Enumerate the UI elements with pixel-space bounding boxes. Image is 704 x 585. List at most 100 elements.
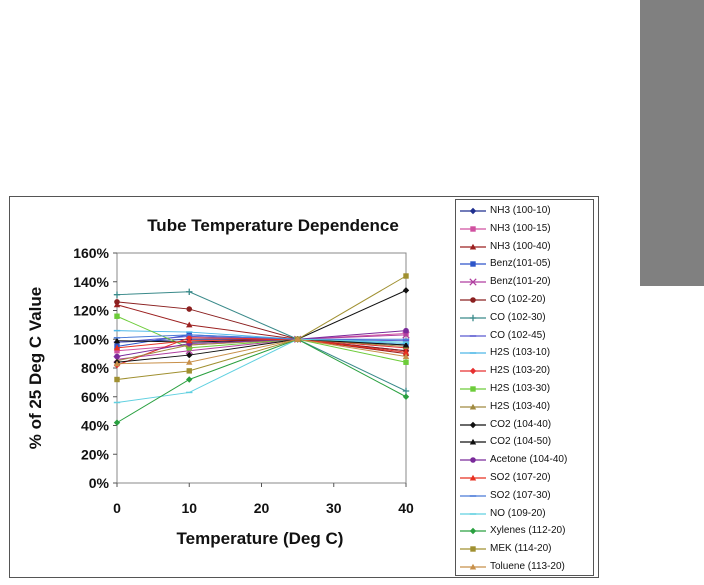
series-line bbox=[116, 330, 407, 345]
legend-item: Toluene (113-20) bbox=[458, 558, 593, 576]
data-point bbox=[186, 345, 192, 351]
legend-label: CO2 (104-40) bbox=[490, 418, 552, 430]
legend-label: H2S (103-10) bbox=[490, 347, 551, 359]
data-point bbox=[402, 353, 410, 360]
legend-item: NH3 (100-10) bbox=[458, 202, 593, 220]
legend-swatch bbox=[460, 367, 486, 375]
y-tick-label: 140% bbox=[73, 274, 109, 290]
series-line bbox=[116, 330, 407, 357]
legend-swatch bbox=[460, 243, 486, 250]
series-19 bbox=[114, 273, 409, 383]
data-point bbox=[186, 288, 193, 296]
y-tick-label: 120% bbox=[73, 303, 109, 319]
legend-label: Toluene (113-20) bbox=[490, 561, 565, 572]
legend-item: NH3 (100-15) bbox=[458, 220, 593, 238]
legend-label: NH3 (100-15) bbox=[490, 222, 551, 234]
legend-item: NH3 (100-40) bbox=[458, 238, 593, 256]
series-line bbox=[116, 304, 407, 355]
legend-label: H2S (103-20) bbox=[490, 365, 551, 377]
x-tick-label: 10 bbox=[181, 500, 197, 516]
series-line bbox=[116, 338, 407, 353]
legend-swatch bbox=[460, 226, 486, 232]
series-line bbox=[116, 334, 407, 360]
data-point bbox=[114, 313, 120, 319]
data-point bbox=[113, 360, 121, 367]
data-point bbox=[403, 273, 409, 279]
data-point bbox=[114, 376, 120, 383]
legend-label: CO (102-20) bbox=[490, 294, 546, 305]
legend-marker bbox=[469, 278, 477, 286]
data-point bbox=[114, 348, 120, 354]
legend-marker bbox=[469, 439, 477, 445]
legend-swatch bbox=[460, 563, 486, 570]
legend-swatch bbox=[460, 495, 486, 497]
legend-label: Benz(101-20) bbox=[490, 276, 551, 288]
y-axis-label: % of 25 Deg C Value bbox=[26, 287, 45, 450]
series-18 bbox=[113, 336, 410, 426]
y-tick-label: 160% bbox=[73, 245, 109, 261]
legend-swatch bbox=[460, 512, 486, 515]
data-point bbox=[294, 336, 301, 342]
data-point bbox=[114, 353, 120, 360]
data-point bbox=[402, 331, 410, 339]
data-point bbox=[402, 341, 410, 348]
legend-label: H2S (103-40) bbox=[490, 400, 551, 412]
legend-swatch bbox=[460, 261, 486, 268]
legend-marker bbox=[469, 403, 477, 410]
legend-swatch bbox=[460, 278, 486, 286]
legend-item: H2S (103-20) bbox=[458, 362, 593, 380]
legend-item: MEK (114-20) bbox=[458, 540, 593, 558]
legend-swatch bbox=[460, 297, 486, 303]
legend-item: CO (102-20) bbox=[458, 291, 593, 309]
y-tick-label: 40% bbox=[81, 418, 110, 434]
side-panel-tab bbox=[640, 0, 704, 286]
legend-item: CO (102-45) bbox=[458, 327, 593, 345]
legend-swatch bbox=[460, 457, 486, 463]
legend-item: H2S (103-10) bbox=[458, 344, 593, 362]
legend-swatch bbox=[460, 314, 486, 321]
x-tick-label: 20 bbox=[254, 500, 270, 516]
legend-marker bbox=[470, 261, 476, 268]
legend-item: Acetone (104-40) bbox=[458, 451, 593, 469]
legend-label: Benz(101-05) bbox=[490, 258, 551, 270]
data-point bbox=[402, 393, 410, 400]
series-line bbox=[116, 335, 407, 343]
legend-marker bbox=[470, 297, 476, 303]
data-point bbox=[113, 344, 121, 351]
series-line bbox=[116, 291, 407, 392]
data-point bbox=[186, 376, 193, 383]
legend-swatch bbox=[460, 528, 486, 535]
series-line bbox=[116, 338, 407, 346]
legend-item: CO2 (104-40) bbox=[458, 416, 593, 434]
chart-title: Tube Temperature Dependence bbox=[147, 216, 399, 235]
legend-label: SO2 (107-30) bbox=[490, 489, 551, 501]
legend-swatch bbox=[460, 352, 486, 355]
data-point bbox=[186, 321, 193, 328]
legend-marker bbox=[469, 528, 477, 535]
series-20 bbox=[113, 336, 410, 367]
series-line bbox=[116, 275, 407, 380]
legend-item: NO (109-20) bbox=[458, 505, 593, 523]
legend-marker bbox=[470, 386, 476, 392]
data-point bbox=[113, 337, 121, 344]
data-point bbox=[403, 359, 409, 365]
legend-marker bbox=[470, 226, 476, 232]
series-line bbox=[116, 338, 407, 365]
legend-label: NH3 (100-40) bbox=[490, 240, 551, 252]
data-point bbox=[186, 337, 193, 344]
legend-label: CO2 (104-50) bbox=[490, 436, 552, 448]
data-point bbox=[186, 368, 192, 374]
series-line bbox=[116, 338, 407, 424]
legend-swatch bbox=[460, 334, 486, 337]
legend-item: CO (102-30) bbox=[458, 309, 593, 327]
data-point bbox=[186, 351, 193, 359]
legend-item: Benz(101-05) bbox=[458, 255, 593, 273]
legend-swatch bbox=[460, 207, 486, 215]
legend-marker bbox=[469, 243, 477, 250]
series-line bbox=[116, 289, 407, 363]
data-point bbox=[402, 287, 410, 294]
data-point bbox=[114, 299, 120, 305]
legend-marker bbox=[470, 546, 476, 552]
legend-item: SO2 (107-20) bbox=[458, 469, 593, 487]
